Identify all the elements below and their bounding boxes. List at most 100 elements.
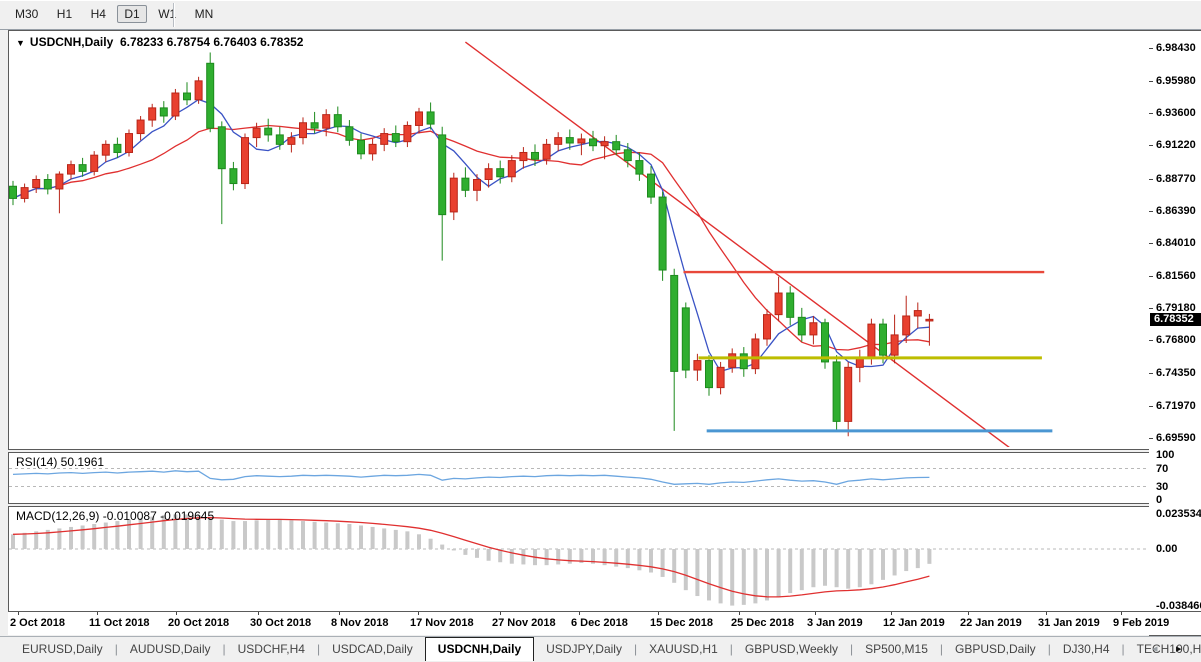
timeframe-toolbar: M30 H1 H4 D1 W1 MN <box>0 0 1201 30</box>
tab-dj30-h4[interactable]: DJ30,H4 <box>1062 642 1110 656</box>
price-axis[interactable]: 6.98430 6.95980 6.93600 6.91220 6.88770 … <box>1149 30 1201 636</box>
candle <box>159 107 168 117</box>
axis-tick <box>1149 373 1153 375</box>
tab-usdjpy-daily[interactable]: USDJPY,Daily <box>546 642 622 656</box>
candle <box>577 138 586 144</box>
tab-usdcad-daily[interactable]: USDCAD,Daily <box>332 642 413 656</box>
axis-tick <box>1121 612 1122 615</box>
candle <box>252 127 261 139</box>
timeframe-mn-button[interactable]: MN <box>194 7 214 21</box>
date-axis-label: 30 Oct 2018 <box>250 617 312 629</box>
main-chart[interactable]: ▼ USDCNH,Daily 6.78233 6.78754 6.76403 6.… <box>8 30 1150 450</box>
candle <box>635 160 644 175</box>
candle <box>705 360 713 389</box>
macd-signal-line <box>12 516 930 598</box>
candle <box>357 139 365 155</box>
candle <box>229 168 238 185</box>
tab-audusd-daily[interactable]: AUDUSD,Daily <box>129 642 211 656</box>
tab-xauusd-h1[interactable]: XAUUSD,H1 <box>649 642 718 656</box>
macd-axis-label: 0.00 <box>1156 543 1178 555</box>
candle <box>902 315 911 336</box>
price-axis-label: 6.79180 <box>1156 302 1196 315</box>
date-axis-label: 9 Feb 2019 <box>1113 617 1170 629</box>
rsi-panel[interactable]: RSI(14) 50.1961 <box>8 452 1150 504</box>
rsi-axis-label: 30 <box>1156 480 1169 493</box>
axis-tick <box>1149 242 1153 244</box>
candle <box>426 111 435 125</box>
price-axis-label: 6.71970 <box>1156 399 1196 412</box>
candle <box>438 134 447 216</box>
timeframe-m30-button[interactable]: M30 <box>15 7 39 21</box>
date-axis-label: 27 Nov 2018 <box>492 617 556 629</box>
tab-usdcnh-daily-active[interactable]: USDCNH,Daily <box>424 637 535 661</box>
candle <box>647 173 655 198</box>
chart-symbol-period: USDCNH,Daily <box>29 35 114 49</box>
tab-usdchf-h4[interactable]: USDCHF,H4 <box>237 642 305 656</box>
axis-tick <box>815 612 816 615</box>
candle <box>32 179 41 189</box>
price-axis-label: 6.91220 <box>1156 139 1196 152</box>
tab-separator: | <box>633 642 638 656</box>
tab-tech100-h1[interactable]: TECH100,H1 <box>1136 642 1201 656</box>
axis-tick <box>1149 145 1153 147</box>
tab-gbpusd-weekly[interactable]: GBPUSD,Weekly <box>744 642 839 656</box>
axis-tick <box>1149 437 1153 439</box>
descending-trendline[interactable] <box>464 41 1010 447</box>
timeframe-d1-button[interactable]: D1 <box>117 5 147 23</box>
candle <box>507 160 516 178</box>
macd-axis-label: -0.038466 <box>1156 599 1201 612</box>
candle <box>9 185 17 199</box>
candle <box>623 149 632 162</box>
tab-separator: | <box>939 642 943 656</box>
tab-scroll-right-icon[interactable]: ▸ <box>1176 643 1182 655</box>
candle <box>345 126 354 141</box>
chart-ohlc-values: 6.78233 6.78754 6.76403 6.78352 <box>119 35 304 49</box>
date-axis[interactable]: 2 Oct 2018 11 Oct 2018 20 Oct 2018 30 Oc… <box>8 611 1201 635</box>
date-axis-label: 20 Oct 2018 <box>168 617 230 629</box>
date-axis-label: 22 Jan 2019 <box>960 617 1022 629</box>
price-axis-label: 6.69590 <box>1156 431 1196 444</box>
price-axis-label: 6.84010 <box>1156 236 1196 249</box>
candle <box>844 366 853 422</box>
timeframe-w1-button[interactable]: W1 <box>158 7 177 21</box>
candlestick-canvas[interactable] <box>9 31 1147 447</box>
chart-title: ▼ USDCNH,Daily 6.78233 6.78754 6.76403 6.… <box>16 35 303 49</box>
candle <box>299 122 307 139</box>
candle <box>542 143 551 160</box>
tab-separator: | <box>222 642 226 656</box>
tab-eurusd-daily[interactable]: EURUSD,Daily <box>22 642 103 656</box>
tab-separator: | <box>729 642 733 656</box>
tab-separator: | <box>114 642 118 656</box>
symbol-dropdown-icon[interactable]: ▼ <box>16 38 25 48</box>
candle <box>531 151 539 160</box>
candle <box>449 177 458 213</box>
candle <box>925 318 934 322</box>
ma-fast-line <box>12 98 930 373</box>
axis-tick <box>258 612 259 615</box>
date-axis-label: 15 Dec 2018 <box>650 617 713 629</box>
axis-tick <box>1149 178 1153 180</box>
candle <box>183 92 191 101</box>
axis-tick <box>1149 48 1153 49</box>
axis-tick <box>579 612 580 615</box>
tab-gbpusd-daily[interactable]: GBPUSD,Daily <box>955 642 1036 656</box>
timeframe-h4-button[interactable]: H4 <box>90 7 106 21</box>
rsi-canvas <box>9 468 1147 487</box>
candle <box>380 133 389 145</box>
tab-scroll-left-icon[interactable]: ◂ <box>1152 643 1158 655</box>
candle <box>333 114 342 128</box>
candle <box>217 126 226 170</box>
candle <box>658 196 667 271</box>
tab-sp500-m15[interactable]: SP500,M15 <box>865 642 928 656</box>
axis-tick <box>658 612 659 615</box>
date-axis-label: 12 Jan 2019 <box>883 617 945 629</box>
macd-canvas <box>9 514 1147 606</box>
macd-panel[interactable]: MACD(12,26,9) -0.010087 -0.019645 <box>8 506 1150 612</box>
price-axis-label: 6.76800 <box>1156 334 1196 347</box>
axis-tick <box>1046 612 1047 615</box>
timeframe-h1-button[interactable]: H1 <box>56 7 73 21</box>
candle <box>728 353 737 368</box>
candle <box>763 314 771 340</box>
candle <box>693 360 702 371</box>
candle <box>55 173 64 190</box>
